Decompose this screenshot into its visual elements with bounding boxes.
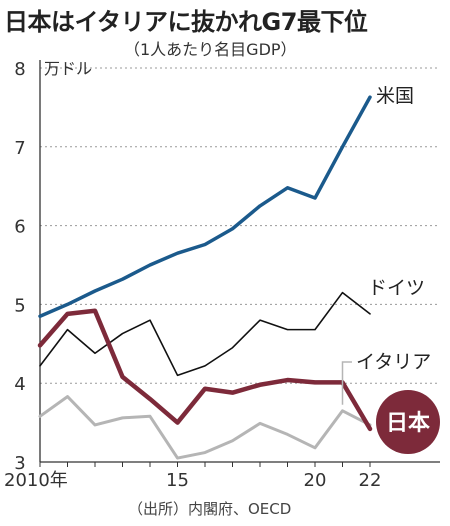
chart-subtitle: （1人あたり名目GDP）: [124, 40, 297, 59]
axes: 3 4 5 6 7 8 万ドル 2010年 15 20 22: [4, 59, 440, 491]
chart-title: 日本はイタリアに抜かれG7最下位: [4, 8, 368, 36]
series-line-ドイツ: [39, 291, 371, 377]
series-label-italy: イタリア: [356, 351, 431, 373]
x-tick-label-20: 20: [304, 470, 327, 491]
y-tick-label-3: 3: [14, 453, 25, 474]
series-label-germany: ドイツ: [368, 277, 425, 299]
x-tick-label-22: 22: [359, 470, 382, 491]
y-tick-label-6: 6: [14, 217, 25, 238]
series-line-日本: [37, 308, 373, 432]
x-tick-label-2010年: 2010年: [4, 470, 68, 491]
italy-leader-line: [341, 361, 352, 405]
series-label-japan: 日本: [386, 411, 430, 436]
x-tick-label-15: 15: [166, 470, 189, 491]
series-lines: [37, 95, 373, 460]
series-line-イタリア: [38, 395, 372, 460]
y-tick-label-5: 5: [14, 295, 25, 316]
y-unit-label: 万ドル: [44, 59, 92, 78]
y-tick-label-7: 7: [14, 138, 25, 159]
japan-label-badge: [376, 390, 440, 454]
grid-lines: [40, 67, 440, 384]
y-tick-label-8: 8: [14, 59, 25, 80]
series-line-米国: [38, 95, 372, 318]
source-note: （出所）内閣府、OECD: [128, 500, 292, 518]
y-tick-label-4: 4: [14, 374, 25, 395]
series-label-usa: 米国: [376, 85, 414, 107]
